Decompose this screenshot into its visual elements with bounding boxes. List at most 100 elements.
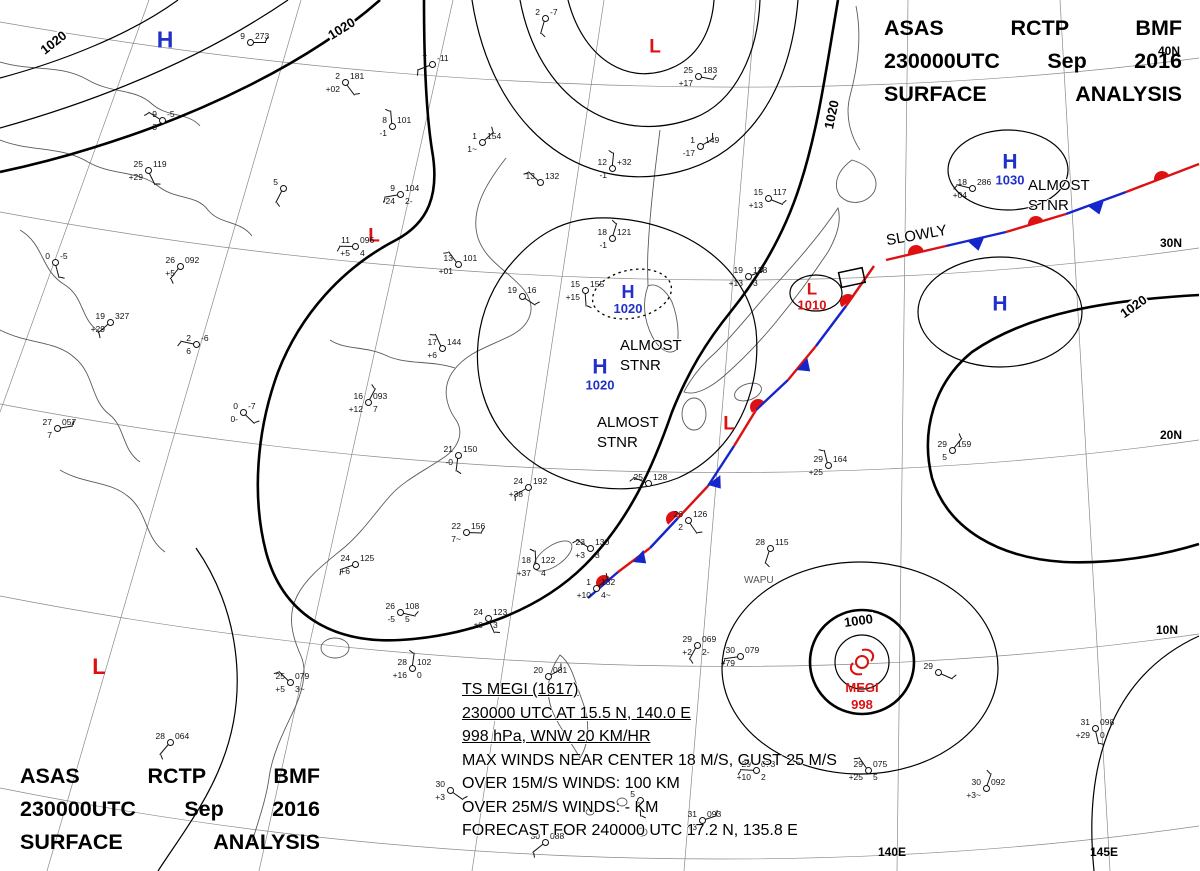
station-circle-icon [736, 652, 744, 660]
station-pressure: 155 [590, 279, 605, 289]
storm-info-line: 998 hPa, WNW 20 KM/HR [462, 728, 651, 745]
station-extra: 7 [373, 404, 378, 414]
station-pressure: 108 [405, 601, 420, 611]
graticule-label: 145E [1090, 845, 1119, 859]
storm-name-label: MEGI [845, 680, 879, 695]
station-circle-icon [698, 816, 706, 824]
station-temp: 31 [1080, 717, 1090, 727]
station-pressure: 093 [373, 391, 388, 401]
station-change: +2 [682, 647, 692, 657]
station-pressure: 125 [360, 553, 375, 563]
station-pressure: 102 [417, 657, 432, 667]
station-temp: 21 [443, 444, 453, 454]
station-temp: 30 [530, 831, 540, 841]
station-circle-icon [106, 318, 114, 326]
station-pressure: 092 [185, 255, 200, 265]
station-pressure: 121 [617, 227, 632, 237]
station-circle-icon [446, 786, 454, 794]
station-pressure: 128 [653, 472, 668, 482]
station-pressure: 149 [705, 135, 720, 145]
station-circle-icon [484, 614, 492, 622]
station-change: +01 [438, 266, 453, 276]
station-circle-icon [351, 242, 359, 250]
station-circle-icon [982, 784, 990, 792]
pressure-value-label: 1020 [613, 301, 643, 316]
station-temp: 22 [451, 521, 461, 531]
pressure-center-l: L [92, 656, 105, 678]
station-pressure: 192 [533, 476, 548, 486]
pressure-center-h: H 1030 [996, 152, 1025, 187]
annotation-line: ALMOST [1028, 177, 1090, 194]
station-temp: 25 [683, 65, 693, 75]
storm-info-line: MAX WINDS NEAR CENTER 18 M/S, GUST 25 M/… [462, 751, 837, 769]
pressure-center-h: H [992, 294, 1007, 315]
station-temp: 24 [473, 607, 483, 617]
station-change: 6 [186, 346, 191, 356]
station-temp: 29 [923, 661, 933, 671]
station-extra: 3 [493, 620, 498, 630]
station-circle-icon [536, 178, 544, 186]
station-temp: 30 [435, 779, 445, 789]
station-change: -17 [682, 148, 695, 158]
station-circle-icon [246, 38, 254, 46]
annotation: WAPU [744, 574, 774, 588]
station-temp: 20 [533, 665, 543, 675]
station-temp: 29 [937, 439, 947, 449]
high-symbol: H [592, 355, 608, 379]
station-temp: 8 [382, 115, 387, 125]
station-circle-icon [351, 560, 359, 568]
station-extra: 3~ [295, 684, 305, 694]
station-temp: 28 [755, 537, 765, 547]
station-pressure: 117 [773, 187, 787, 197]
station-circle-icon [541, 14, 549, 22]
station-temp: 30 [971, 777, 981, 787]
station-temp: 2 [186, 333, 191, 343]
developing-high-dashed-isobar [591, 268, 673, 320]
warm-front-semicircle-icon [1028, 216, 1044, 227]
station-pressure: 101 [463, 253, 478, 263]
station-pressure: 183 [703, 65, 718, 75]
station-circle-icon [744, 272, 752, 280]
station-circle-icon [644, 479, 652, 487]
chart-id-title: ASAS RCTP BMF [20, 764, 320, 788]
station-circle-icon [608, 164, 616, 172]
storm-info-line: OVER 15M/S WINDS: 100 KM [462, 775, 680, 792]
station-temp: 12 [597, 157, 607, 167]
station-pressure: 119 [153, 159, 167, 169]
station-change: +17 [678, 78, 693, 88]
cold-front-triangle-icon [968, 238, 984, 251]
annotation: SLOWLY [885, 221, 949, 252]
station-pressure: 098 [1100, 717, 1115, 727]
isobar-central-envelope [476, 217, 758, 490]
station-circle-icon [51, 258, 59, 266]
annotation: ALMOST STNR [597, 413, 659, 454]
station-circle-icon [286, 678, 294, 686]
station-change: +3 [575, 550, 585, 560]
station-circle-icon [428, 60, 436, 68]
station-temp: 18 [597, 227, 607, 237]
station-pressure: 144 [447, 337, 462, 347]
station-pressure: 154 [487, 131, 502, 141]
annotation-line: ALMOST [620, 337, 682, 354]
isobar-trough-3 [471, 0, 799, 178]
station-change: +3 [435, 792, 445, 802]
station-change: +02 [325, 84, 340, 94]
station-pressure: 075 [873, 759, 888, 769]
station-temp: 24 [513, 476, 523, 486]
station-temp: 25 [133, 159, 143, 169]
station-circle-icon [684, 516, 692, 524]
low-symbol: L [368, 225, 380, 247]
high-symbol: H [621, 282, 635, 302]
station-change: -1 [379, 128, 387, 138]
pressure-center-l: L [723, 415, 735, 434]
stationary-front-northeast [885, 162, 1200, 262]
chart-type-title: SURFACE ANALYSIS [884, 82, 1182, 106]
station-temp: 13 [443, 253, 453, 263]
station-temp: 19 [733, 265, 743, 275]
station-pressure: 096 [360, 235, 375, 245]
station-pressure: 159 [957, 439, 972, 449]
station-change: +5 [275, 684, 285, 694]
station-extra: 2- [702, 647, 710, 657]
station-temp: 9 [152, 109, 157, 119]
